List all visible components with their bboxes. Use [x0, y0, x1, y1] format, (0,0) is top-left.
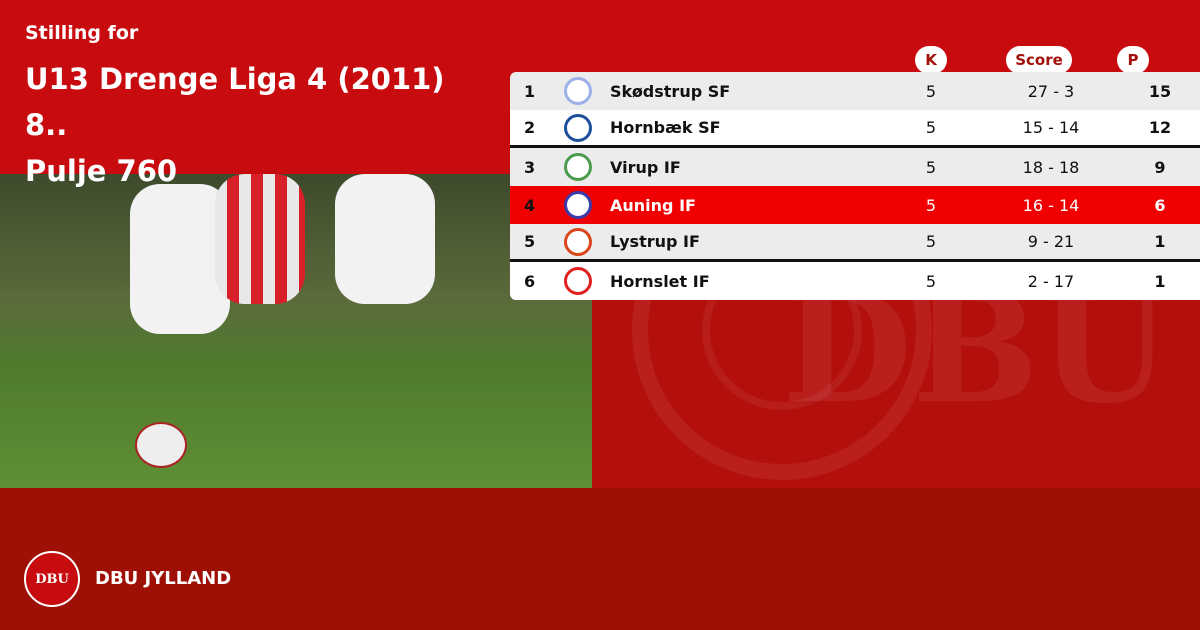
goal-score: 27 - 3	[1027, 81, 1075, 101]
position: 4	[524, 195, 536, 215]
table-row[interactable]: 6 Hornslet IF 5 2 - 17 1	[510, 262, 1200, 300]
youth-football-photo	[0, 174, 592, 488]
team-name: Auning IF	[610, 195, 696, 215]
position: 5	[524, 232, 536, 251]
table-row[interactable]: 5 Lystrup IF 5 9 - 21 1	[510, 224, 1200, 262]
points: 1	[1154, 232, 1166, 251]
league-name: U13 Drenge Liga 4 (2011) 8..	[25, 62, 445, 142]
team-name: Hornbæk SF	[610, 118, 721, 137]
team-name: Lystrup IF	[610, 232, 700, 251]
points: 9	[1154, 157, 1166, 177]
player-figure	[215, 174, 305, 304]
pool-name: Pulje 760	[25, 154, 178, 188]
club-logo-icon	[564, 227, 592, 256]
club-logo-icon	[564, 267, 592, 295]
club-logo-icon	[564, 191, 592, 219]
position: 2	[524, 118, 536, 137]
page-title: U13 Drenge Liga 4 (2011) 8.. Pulje 760	[25, 56, 495, 194]
club-logo-icon	[564, 113, 592, 142]
table-row[interactable]: 2 Hornbæk SF 5 15 - 14 12	[510, 110, 1200, 148]
table-row[interactable]: 3 Virup IF 5 18 - 18 9	[510, 148, 1200, 186]
position: 6	[524, 271, 536, 291]
goal-score: 16 - 14	[1022, 195, 1080, 215]
brand-name: DBU JYLLAND	[95, 568, 232, 589]
matches-played: 5	[925, 157, 937, 177]
column-header-k: K	[915, 46, 947, 74]
dbu-logo: DBU	[24, 551, 80, 607]
points: 1	[1154, 271, 1166, 291]
matches-played: 5	[925, 271, 937, 291]
player-figure	[130, 184, 230, 334]
position: 3	[524, 157, 536, 177]
football	[135, 422, 187, 468]
column-header-p: P	[1117, 46, 1149, 74]
table-row[interactable]: 4 Auning IF 5 16 - 14 6	[510, 186, 1200, 224]
points: 12	[1148, 118, 1172, 137]
club-logo-icon	[564, 77, 592, 105]
page-subtitle: Stilling for	[25, 22, 139, 44]
goal-score: 9 - 21	[1027, 232, 1075, 251]
matches-played: 5	[925, 118, 937, 137]
points: 15	[1148, 81, 1172, 101]
column-header-score: Score	[1006, 46, 1072, 74]
matches-played: 5	[925, 232, 937, 251]
team-name: Hornslet IF	[610, 271, 710, 291]
table-row[interactable]: 1 Skødstrup SF 5 27 - 3 15	[510, 72, 1200, 110]
matches-played: 5	[925, 195, 937, 215]
footer-band	[0, 488, 1200, 630]
standings-table: 1 Skødstrup SF 5 27 - 3 15 2 Hornbæk SF 5…	[510, 72, 1200, 300]
goal-score: 15 - 14	[1022, 118, 1080, 137]
goal-score: 18 - 18	[1022, 157, 1080, 177]
position: 1	[524, 81, 536, 101]
matches-played: 5	[925, 81, 937, 101]
points: 6	[1154, 195, 1166, 215]
player-figure	[335, 174, 435, 304]
goal-score: 2 - 17	[1027, 271, 1075, 291]
club-logo-icon	[564, 153, 592, 181]
team-name: Virup IF	[610, 157, 681, 177]
team-name: Skødstrup SF	[610, 81, 731, 101]
